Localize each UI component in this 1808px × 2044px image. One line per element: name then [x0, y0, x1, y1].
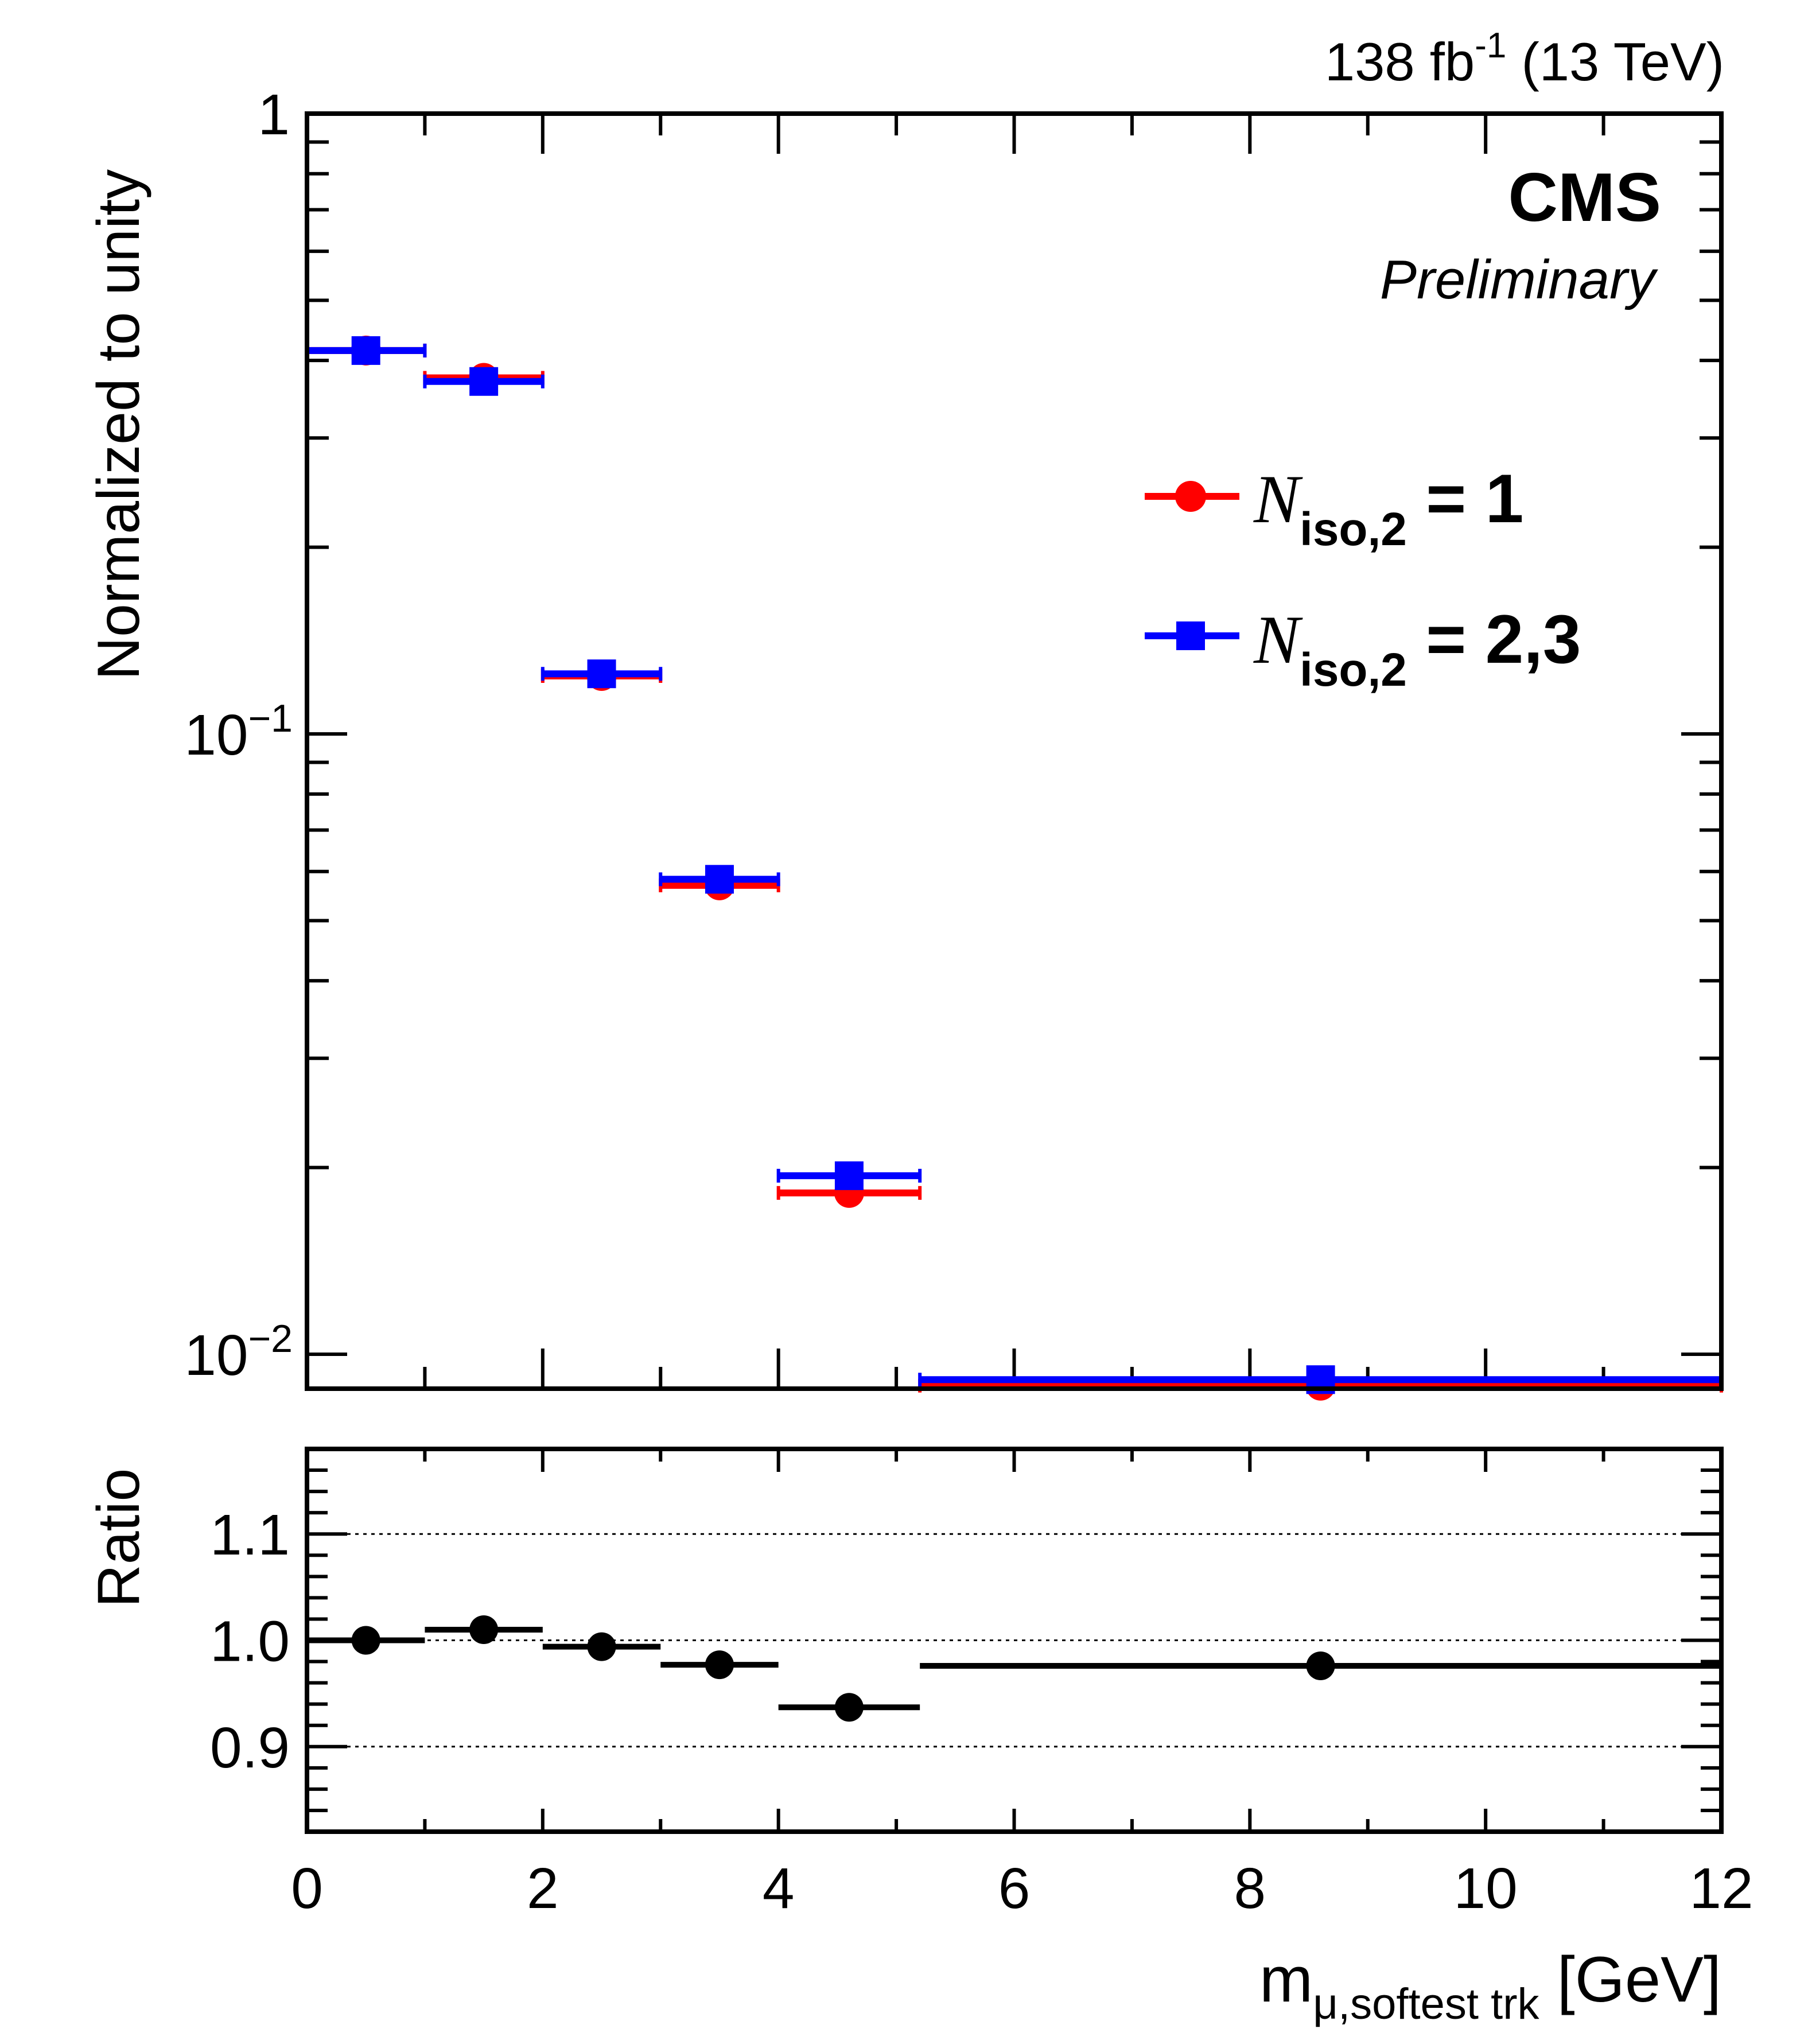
x-tick-label: 2: [527, 1856, 559, 1921]
ratio-gridlines: [307, 1533, 1721, 1748]
main-y-tick-label: 1: [258, 83, 290, 147]
legend-entry-niso2-1: Niso,2 = 1: [1145, 460, 1523, 555]
ratio-data-point: [587, 1632, 616, 1661]
x-tick-label: 4: [763, 1856, 795, 1921]
x-axis-label: mμ,softest trk [GeV]: [1259, 1944, 1721, 2029]
series-ratio: [307, 1615, 1721, 1722]
main-y-ticks: [307, 140, 1721, 1356]
ratio-y-axis-label: Ratio: [85, 1468, 152, 1608]
ratio-panel: 1.1 1.0 0.9 Ratio 0 2 4 6 8 10 12 mμ,softest trk…: [85, 1447, 1753, 2029]
ratio-y-tick-label: 1.1: [210, 1503, 290, 1567]
main-plot-frame: [305, 111, 1724, 1391]
main-y-tick-label: 10−2: [184, 1317, 293, 1388]
main-y-tick-labels: 1 10−1 10−2: [184, 83, 293, 1388]
data-point-square: [469, 367, 499, 396]
ratio-y-tick-label: 0.9: [210, 1716, 290, 1780]
main-panel: 1 10−1 10−2 Normalized to unity: [85, 83, 1724, 1401]
x-tick-label: 10: [1454, 1856, 1518, 1921]
x-tick-label: 6: [998, 1856, 1031, 1921]
legend-label-niso2-1: Niso,2 = 1: [1253, 460, 1523, 555]
x-tick-label: 0: [291, 1856, 323, 1921]
data-point-square: [351, 336, 380, 365]
legend-entry-niso2-23: Niso,2 = 2,3: [1145, 601, 1581, 696]
legend-label-niso2-23: Niso,2 = 2,3: [1253, 601, 1581, 696]
ratio-data-point: [1306, 1651, 1335, 1680]
data-point-square: [705, 865, 734, 894]
series-niso2-23: [305, 336, 1723, 1394]
legend: Niso,2 = 1 Niso,2 = 2,3: [1145, 460, 1581, 696]
x-tick-labels: 0 2 4 6 8 10 12: [291, 1856, 1753, 1921]
ratio-y-ticks: [307, 1447, 1721, 1833]
ratio-y-tick-labels: 1.1 1.0 0.9: [210, 1503, 290, 1780]
lumi-label: 138 fb-1 (13 TeV): [1325, 26, 1724, 92]
x-tick-label: 8: [1234, 1856, 1266, 1921]
experiment-label: CMS: [1508, 159, 1661, 236]
ratio-data-point: [351, 1626, 380, 1655]
ratio-data-point: [834, 1693, 864, 1722]
ratio-data-point: [705, 1650, 734, 1680]
ratio-y-tick-label: 1.0: [210, 1610, 290, 1674]
status-label: Preliminary: [1380, 249, 1658, 310]
main-y-axis-label: Normalized to unity: [85, 169, 152, 680]
data-point-square: [834, 1161, 864, 1190]
ratio-plot-frame: [305, 1447, 1724, 1834]
main-y-tick-label: 10−1: [184, 697, 293, 767]
data-point-square: [587, 659, 616, 689]
x-tick-label: 12: [1689, 1856, 1753, 1921]
legend-marker-circle: [1175, 481, 1206, 512]
legend-marker-square: [1176, 621, 1205, 650]
ratio-data-point: [469, 1615, 499, 1644]
